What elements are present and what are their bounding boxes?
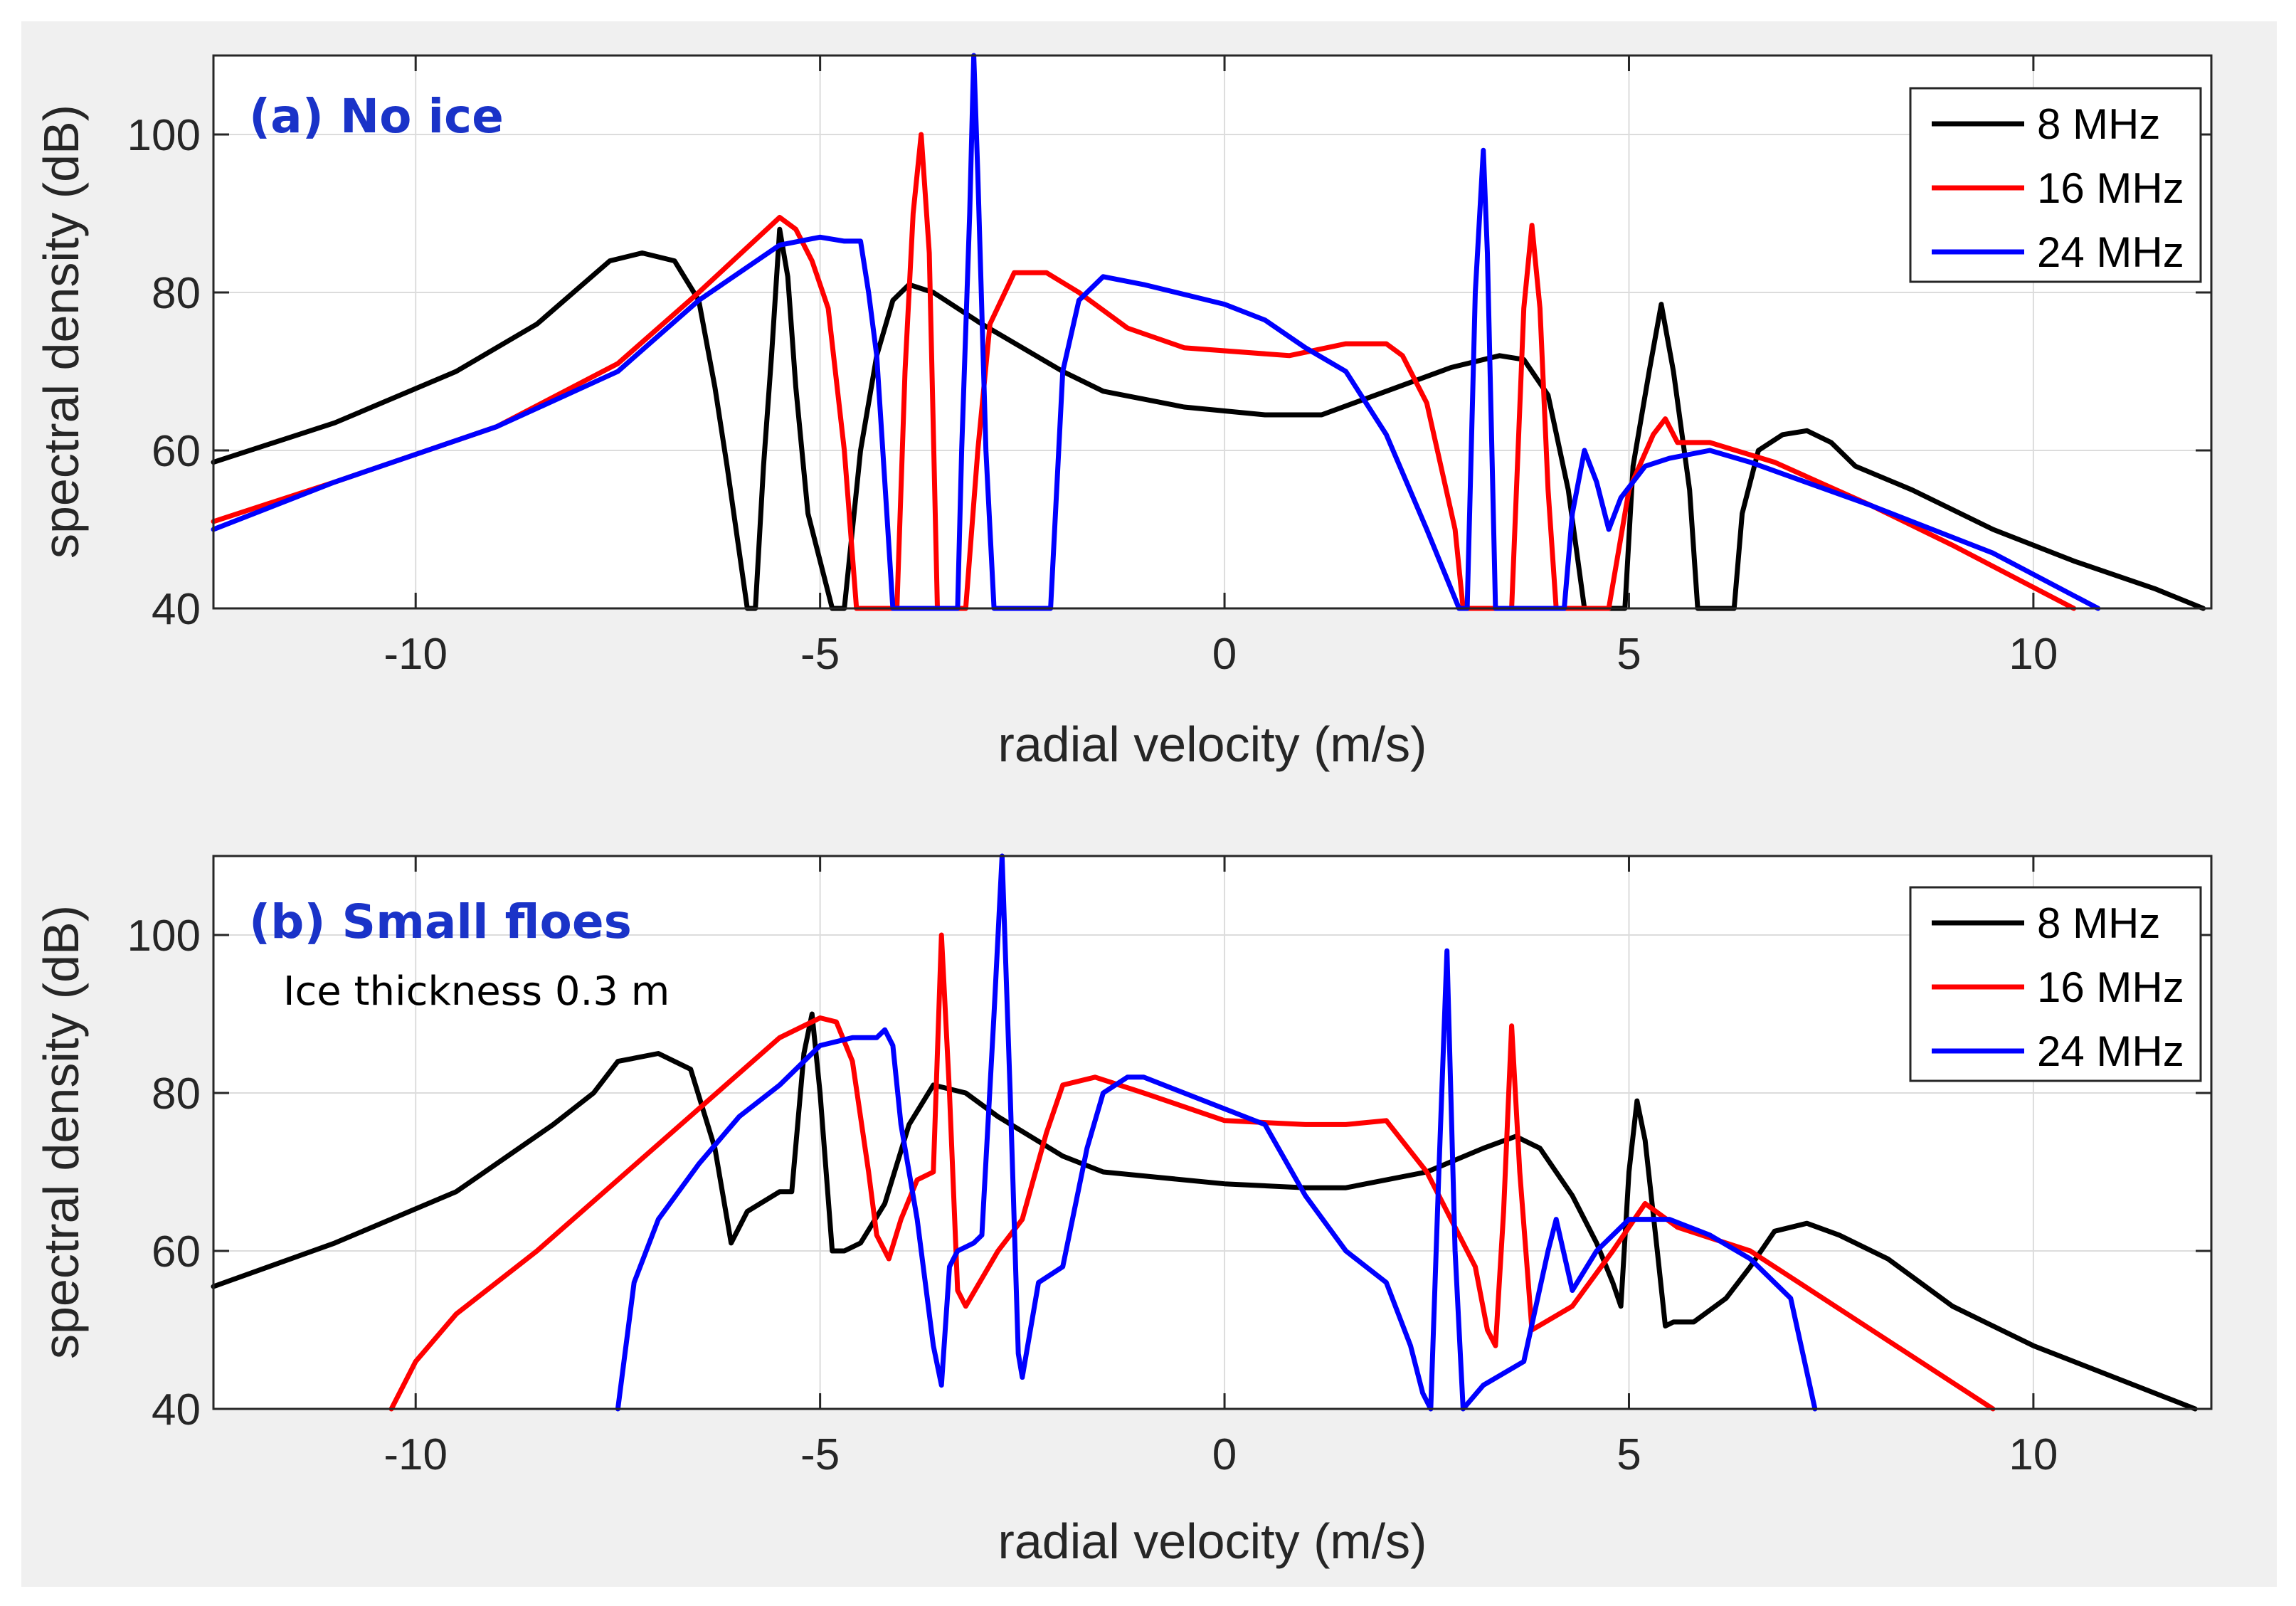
x-tick-label-b-3: 5 [1617,1430,1641,1479]
x-axis-label-a: radial velocity (m/s) [998,717,1427,772]
y-tick-label-a-1: 60 [152,427,201,476]
series-line-b-16-mhz [388,932,1996,1412]
ticks-b: -10 -5 0 5 10 40 60 80 100 [127,856,2211,1479]
chart-panel-b: -10 -5 0 5 10 40 60 80 100 radial velocity (m/s)… [33,853,2213,1569]
legend-label-a-1: 16 MHz [2037,164,2184,212]
series-line-a-8-mhz [211,226,2206,611]
ticks-a: -10 -5 0 5 10 40 60 80 100 [127,56,2211,679]
panel-title-b: (b) Small floes [249,894,632,949]
y-axis-label-b: spectral density (dB) [33,905,89,1359]
legend-label-b-2: 24 MHz [2037,1027,2184,1075]
legend-a: 8 MHz 16 MHz 24 MHz [1909,87,2202,283]
legend-label-b-0: 8 MHz [2037,899,2160,947]
series-line-a-24-mhz [211,53,2101,611]
x-axis-label-b: radial velocity (m/s) [998,1513,1427,1569]
x-tick-label-b-0: -10 [383,1430,448,1479]
axes-box-b [212,855,2213,1410]
x-tick-label-b-2: 0 [1212,1430,1237,1479]
x-tick-label-b-1: -5 [800,1430,840,1479]
legend-label-b-1: 16 MHz [2037,963,2184,1011]
x-tick-label-a-0: -10 [383,630,448,679]
legend-label-a-0: 8 MHz [2037,100,2160,148]
legend-label-a-2: 24 MHz [2037,228,2184,276]
y-tick-label-a-2: 80 [152,269,201,318]
series-line-b-24-mhz [615,853,1818,1412]
plot-area-b [213,856,2211,1409]
y-axis-label-a: spectral density (dB) [33,105,89,559]
series-line-a-16-mhz [211,132,2077,611]
legend-b: 8 MHz 16 MHz 24 MHz [1909,886,2202,1082]
series-line-b-8-mhz [211,1011,2198,1412]
y-tick-label-b-2: 80 [152,1069,201,1119]
ice-thickness-annotation: Ice thickness 0.3 m [283,968,670,1015]
x-tick-label-a-3: 5 [1617,630,1641,679]
x-tick-label-a-4: 10 [2009,630,2058,679]
series-group-b [211,853,2198,1412]
y-tick-label-a-3: 100 [127,111,201,160]
plot-area-a [213,56,2211,608]
axes-box-a [212,54,2213,610]
x-tick-label-a-2: 0 [1212,630,1237,679]
y-tick-label-a-0: 40 [152,585,201,634]
y-tick-label-b-0: 40 [152,1385,201,1435]
y-tick-label-b-1: 60 [152,1227,201,1277]
chart-panel-a: -10 -5 0 5 10 40 60 80 100 radial velocity (m/s)… [33,53,2213,772]
x-tick-label-a-1: -5 [800,630,840,679]
series-group-a [211,53,2206,611]
y-tick-label-b-3: 100 [127,912,201,961]
x-tick-label-b-4: 10 [2009,1430,2058,1479]
panel-title-a: (a) No ice [249,89,504,144]
